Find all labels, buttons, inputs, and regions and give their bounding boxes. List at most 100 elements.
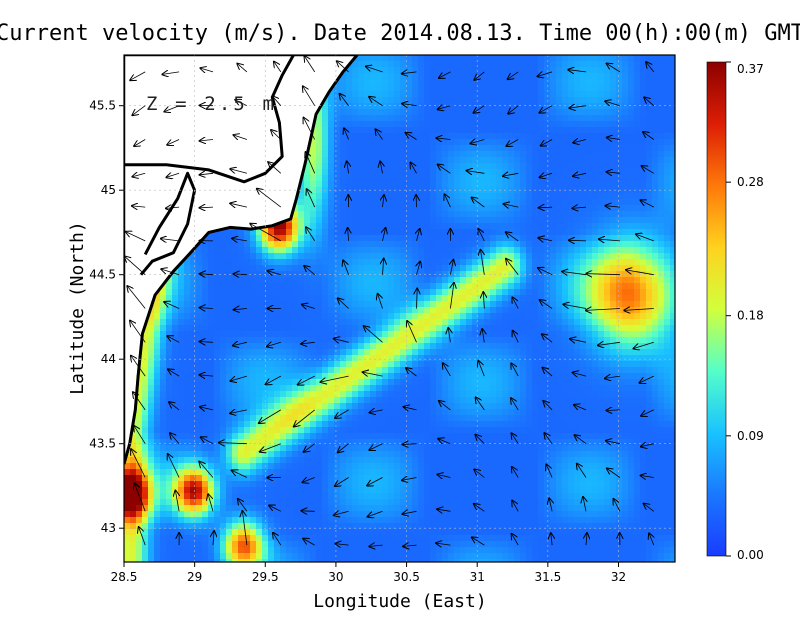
speed-cell (286, 439, 293, 446)
speed-cell (298, 199, 305, 206)
speed-cell (154, 463, 161, 470)
speed-cell (448, 265, 455, 272)
speed-cell (400, 169, 407, 176)
speed-cell (148, 391, 155, 398)
speed-cell (208, 541, 215, 548)
speed-cell (268, 541, 275, 548)
speed-cell (124, 487, 131, 494)
speed-cell (400, 487, 407, 494)
speed-cell (394, 493, 401, 500)
speed-cell (370, 415, 377, 422)
speed-cell (424, 475, 431, 482)
speed-cell (334, 505, 341, 512)
speed-cell (328, 325, 335, 332)
speed-cell (316, 241, 323, 248)
speed-cell (340, 487, 347, 494)
speed-cell (316, 145, 323, 152)
speed-cell (400, 469, 407, 476)
speed-cell (430, 217, 437, 224)
speed-cell (304, 343, 311, 350)
speed-cell (274, 223, 281, 230)
speed-cell (406, 343, 413, 350)
speed-cell (346, 523, 353, 530)
speed-cell (418, 187, 425, 194)
speed-cell (268, 469, 275, 476)
speed-cell (328, 343, 335, 350)
speed-cell (280, 403, 287, 410)
speed-cell (358, 85, 365, 92)
speed-cell (196, 511, 203, 518)
speed-cell (436, 193, 443, 200)
speed-cell (406, 547, 413, 554)
speed-cell (286, 229, 293, 236)
speed-cell (460, 85, 467, 92)
speed-cell (334, 97, 341, 104)
speed-cell (184, 367, 191, 374)
speed-cell (160, 505, 167, 512)
speed-cell (328, 469, 335, 476)
speed-cell (394, 253, 401, 260)
speed-cell (346, 433, 353, 440)
speed-cell (454, 253, 461, 260)
speed-cell (388, 529, 395, 536)
speed-cell (460, 229, 467, 236)
speed-cell (388, 271, 395, 278)
speed-cell (196, 325, 203, 332)
speed-cell (388, 145, 395, 152)
speed-cell (382, 331, 389, 338)
speed-cell (364, 355, 371, 362)
speed-cell (196, 289, 203, 296)
speed-cell (472, 127, 479, 134)
speed-cell (292, 475, 299, 482)
speed-cell (322, 391, 329, 398)
speed-cell (160, 325, 167, 332)
speed-cell (136, 553, 143, 560)
speed-cell (358, 283, 365, 290)
speed-cell (310, 529, 317, 536)
speed-cell (436, 535, 443, 542)
speed-cell (232, 367, 239, 374)
speed-cell (454, 133, 461, 140)
speed-cell (256, 523, 263, 530)
speed-cell (214, 421, 221, 428)
speed-cell (388, 247, 395, 254)
speed-cell (412, 157, 419, 164)
speed-cell (328, 523, 335, 530)
speed-cell (364, 505, 371, 512)
speed-cell (388, 403, 395, 410)
speed-cell (310, 163, 317, 170)
speed-cell (208, 475, 215, 482)
speed-cell (304, 331, 311, 338)
speed-cell (292, 457, 299, 464)
speed-cell (292, 355, 299, 362)
speed-cell (466, 451, 473, 458)
speed-cell (472, 121, 479, 128)
speed-cell (370, 361, 377, 368)
speed-cell (364, 307, 371, 314)
speed-cell (298, 253, 305, 260)
speed-cell (274, 247, 281, 254)
speed-cell (322, 343, 329, 350)
speed-cell (460, 343, 467, 350)
speed-cell (442, 163, 449, 170)
speed-cell (442, 433, 449, 440)
speed-cell (418, 205, 425, 212)
speed-cell (232, 259, 239, 266)
speed-cell (346, 463, 353, 470)
speed-cell (376, 403, 383, 410)
speed-cell (448, 235, 455, 242)
speed-cell (412, 445, 419, 452)
speed-cell (262, 241, 269, 248)
speed-cell (418, 547, 425, 554)
speed-cell (466, 181, 473, 188)
speed-cell (460, 547, 467, 554)
speed-cell (418, 121, 425, 128)
speed-cell (286, 493, 293, 500)
speed-cell (430, 79, 437, 86)
speed-cell (250, 331, 257, 338)
speed-cell (298, 361, 305, 368)
speed-cell (400, 355, 407, 362)
speed-cell (310, 427, 317, 434)
speed-cell (166, 553, 173, 560)
speed-cell (292, 517, 299, 524)
